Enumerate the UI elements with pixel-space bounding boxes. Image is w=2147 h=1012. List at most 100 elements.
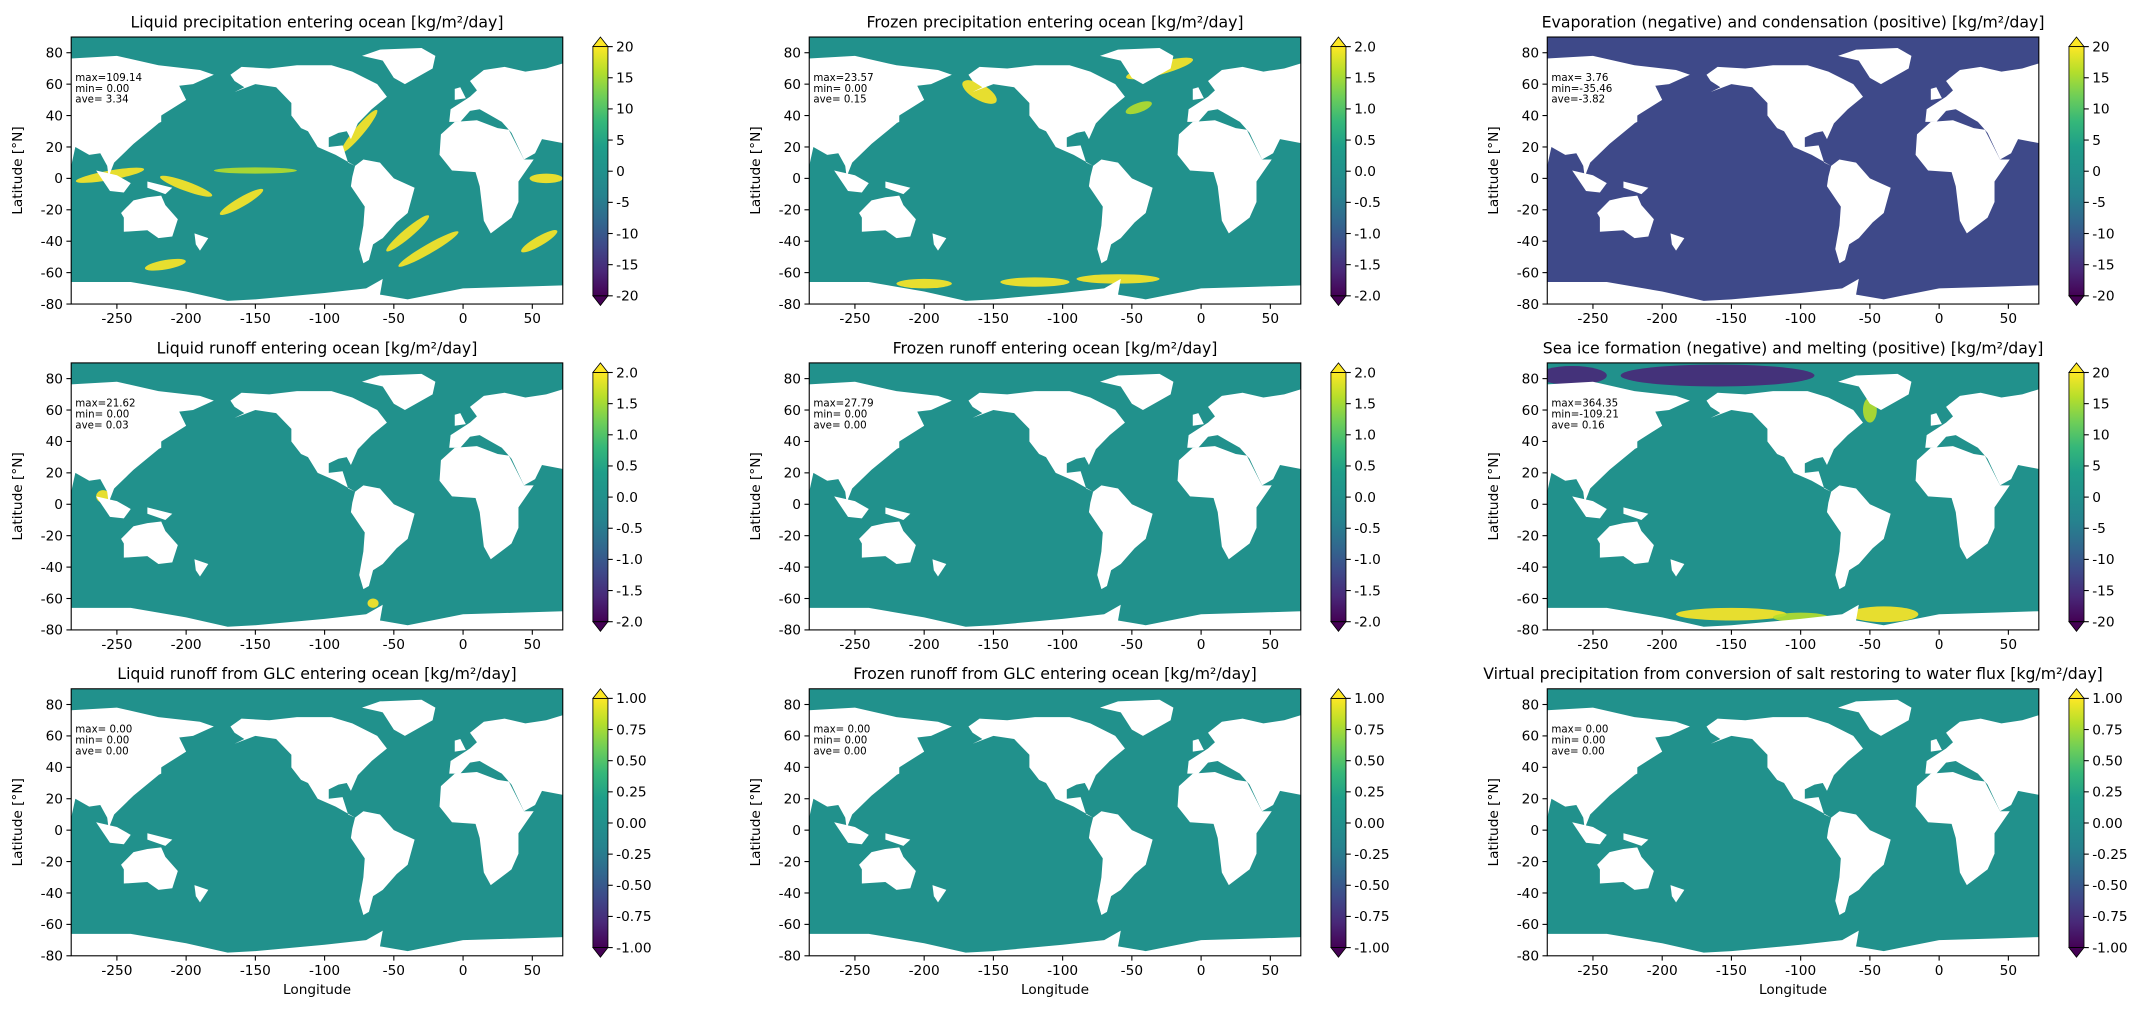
y-tick-label: -20 — [1517, 528, 1539, 544]
stat-annotation: max=23.57 — [813, 72, 873, 84]
stat-annotation: ave= 0.03 — [75, 420, 128, 432]
land — [809, 381, 952, 503]
land — [1706, 717, 1863, 818]
colorbar-tick-label: 15 — [2092, 71, 2109, 87]
x-tick-label: -250 — [1577, 311, 1608, 327]
colorbar-tick-label: -10 — [2092, 226, 2114, 242]
land — [194, 559, 209, 577]
colorbar-extend-top — [592, 36, 609, 48]
land — [1547, 707, 1690, 829]
field-feature — [1620, 364, 1815, 387]
colorbar-tick-label: -0.5 — [616, 521, 643, 537]
colorbar-tick-label: 0.25 — [1354, 785, 1384, 801]
y-tick-label: 20 — [1522, 466, 1539, 482]
y-tick-label: 20 — [1522, 792, 1539, 808]
x-tick-label: -150 — [240, 311, 271, 327]
stat-annotation: min=-109.21 — [1551, 409, 1618, 421]
stat-annotation: max= 0.00 — [1551, 724, 1608, 736]
y-axis-label: Latitude [°N] — [1486, 778, 1502, 866]
colorbar-extend-bottom — [1330, 621, 1347, 632]
y-tick-label: 0 — [54, 497, 63, 513]
y-tick-label: -20 — [1517, 854, 1539, 870]
land — [147, 833, 173, 846]
stat-annotation: max=27.79 — [813, 398, 873, 410]
map-field — [1547, 688, 2039, 956]
land — [439, 120, 534, 234]
colorbar-tick-label: -1.00 — [2092, 940, 2127, 956]
land — [194, 233, 209, 251]
y-tick-label: -60 — [41, 265, 63, 281]
land — [1925, 715, 2039, 812]
y-tick-label: 20 — [46, 466, 63, 482]
land — [449, 63, 563, 160]
x-tick-label: -200 — [171, 311, 202, 327]
land — [1930, 87, 1942, 100]
land — [1100, 373, 1174, 411]
y-tick-label: -40 — [41, 560, 63, 576]
y-tick-label: -40 — [1517, 234, 1539, 250]
land — [1915, 446, 2010, 560]
axes-frame — [808, 688, 1302, 957]
land — [1177, 772, 1272, 886]
axes-frame — [70, 36, 564, 305]
x-tick-label: -100 — [1785, 311, 1816, 327]
colorbar — [2068, 46, 2085, 296]
land — [968, 391, 1125, 492]
y-tick-label: 80 — [784, 46, 801, 62]
field-feature — [213, 167, 297, 174]
colorbar-extend-top — [1330, 688, 1347, 699]
colorbar-tick-label: -2.0 — [1354, 614, 1381, 630]
land — [1100, 699, 1174, 736]
axes-frame — [70, 688, 564, 957]
x-tick-label: -50 — [1121, 637, 1143, 653]
land — [1088, 811, 1153, 915]
y-tick-label: 60 — [1522, 729, 1539, 745]
y-tick-label: 0 — [1530, 823, 1539, 839]
colorbar-extend-top — [592, 362, 609, 373]
y-tick-label: 80 — [784, 697, 801, 713]
colorbar-tick-label: 0.0 — [616, 490, 638, 506]
x-tick-label: -100 — [1047, 637, 1078, 653]
stat-annotation: ave= 0.00 — [75, 746, 128, 758]
colorbar-tick-label: -1.00 — [1354, 940, 1389, 956]
x-tick-label: 50 — [2000, 637, 2017, 653]
y-tick-label: 40 — [784, 760, 801, 776]
x-tick-label: 0 — [459, 963, 468, 979]
colorbar-tick-label: -0.50 — [2092, 878, 2127, 894]
colorbar-tick-label: 0.75 — [616, 722, 646, 738]
x-tick-label: -200 — [1647, 311, 1678, 327]
land — [1597, 847, 1654, 890]
panel-title: Frozen runoff from GLC entering ocean [k… — [853, 664, 1256, 683]
colorbar-tick-label: 1.0 — [1354, 428, 1376, 444]
y-tick-label: 80 — [1522, 697, 1539, 713]
map-field — [71, 37, 563, 305]
x-tick-label: -50 — [1121, 963, 1143, 979]
land — [71, 278, 563, 305]
colorbar-tick-label: 20 — [616, 39, 633, 55]
land — [1192, 413, 1204, 426]
stat-annotation: ave= 0.00 — [813, 746, 866, 758]
map-field — [1547, 37, 2039, 305]
colorbar-tick-label: 1.00 — [616, 691, 646, 707]
y-tick-label: -80 — [779, 623, 801, 639]
land — [1547, 278, 2039, 305]
land — [230, 391, 387, 492]
colorbar — [1330, 372, 1346, 622]
y-tick-label: 0 — [1530, 497, 1539, 513]
land — [809, 278, 1301, 305]
land — [121, 195, 178, 239]
colorbar — [2068, 698, 2085, 948]
land — [1597, 195, 1654, 239]
x-tick-label: 0 — [1935, 963, 1944, 979]
colorbar-tick-label: 0.50 — [2092, 753, 2122, 769]
y-tick-label: 80 — [784, 371, 801, 387]
colorbar-tick-label: -1.0 — [616, 552, 643, 568]
field-feature — [398, 231, 459, 267]
colorbar-tick-label: -0.50 — [616, 878, 651, 894]
x-tick-label: -150 — [240, 637, 271, 653]
colorbar-tick-label: -20 — [616, 289, 638, 305]
colorbar-tick-label: 1.00 — [2092, 691, 2122, 707]
colorbar-extend-bottom — [1330, 947, 1347, 958]
field-feature — [367, 598, 379, 608]
y-tick-label: -80 — [41, 623, 63, 639]
